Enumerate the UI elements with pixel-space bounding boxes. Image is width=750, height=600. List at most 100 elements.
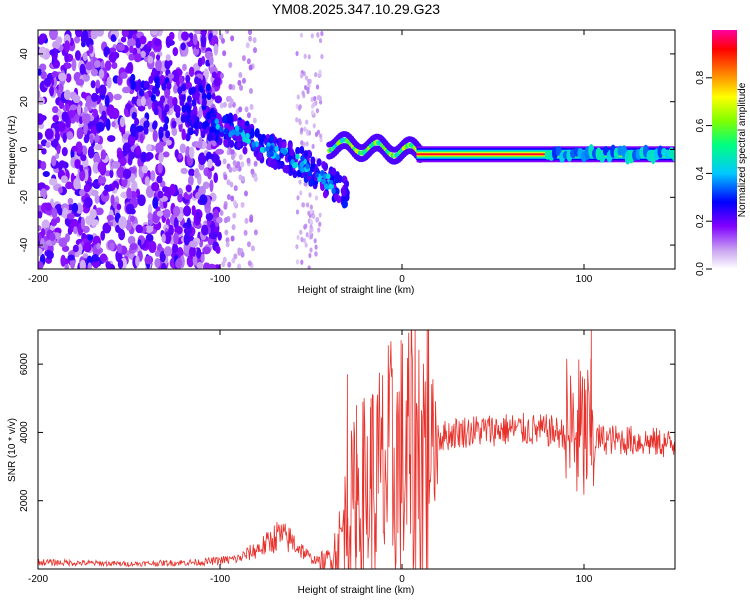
spectrogram-cell bbox=[197, 121, 203, 130]
spectrogram-cell bbox=[180, 167, 188, 175]
spectrogram-xtick-label: 100 bbox=[576, 274, 593, 285]
spectrogram-cell bbox=[314, 195, 319, 201]
spectrogram-cell bbox=[85, 215, 94, 226]
spectrogram-cell bbox=[321, 178, 326, 185]
spectrogram-cell bbox=[295, 146, 301, 155]
spectrogram-cell bbox=[672, 153, 675, 162]
spectrogram-cell bbox=[90, 189, 99, 197]
spectrogram-cell bbox=[90, 68, 99, 77]
spectrogram-cell bbox=[293, 161, 299, 168]
spectrogram-cell bbox=[192, 33, 198, 46]
spectrogram-cell bbox=[205, 212, 214, 221]
spectrogram-cell bbox=[299, 161, 305, 168]
spectrogram-cell bbox=[122, 168, 132, 180]
spectrogram-cell bbox=[158, 152, 164, 163]
spectrogram-cell bbox=[116, 43, 125, 52]
spectrogram-cell bbox=[241, 77, 246, 84]
spectrogram-cell bbox=[315, 108, 320, 114]
spectrogram-cell bbox=[241, 55, 246, 62]
spectrogram-cell bbox=[172, 46, 179, 57]
spectrogram-cell bbox=[180, 42, 186, 51]
spectrogram-cell bbox=[135, 224, 143, 234]
spectrogram-cell bbox=[308, 252, 312, 259]
spectrogram-cell bbox=[214, 95, 223, 104]
spectrogram-cell bbox=[223, 174, 228, 181]
spectrogram-cell bbox=[219, 209, 224, 216]
spectrogram-cell bbox=[231, 257, 236, 264]
spectrogram-cell bbox=[172, 84, 178, 94]
spectrogram-cell bbox=[254, 128, 260, 137]
spectrogram-cell bbox=[250, 245, 255, 252]
spectrogram-cell bbox=[231, 224, 236, 231]
spectrogram-cell bbox=[61, 146, 68, 157]
spectrogram-xtick-label: 0 bbox=[399, 274, 405, 285]
spectrogram-cell bbox=[129, 45, 134, 54]
spectrogram-cell bbox=[135, 255, 140, 267]
spectrogram-cell bbox=[243, 229, 248, 236]
spectrogram-cell bbox=[315, 84, 320, 90]
spectrogram-cell bbox=[192, 254, 198, 266]
spectrogram-cell bbox=[98, 84, 107, 96]
spectrogram-cell bbox=[50, 138, 59, 148]
spectrogram-cell bbox=[38, 68, 42, 76]
spectrogram-cell bbox=[213, 77, 221, 87]
spectrogram-cell bbox=[182, 63, 187, 72]
spectrogram-cell bbox=[48, 178, 58, 186]
spectrogram-cell bbox=[188, 168, 195, 177]
spectrogram-cell bbox=[109, 242, 115, 252]
spectrogram-cell bbox=[129, 208, 136, 215]
spectrogram-cell bbox=[287, 141, 293, 150]
spectrogram-cell bbox=[127, 235, 136, 245]
spectrogram-cell bbox=[296, 195, 300, 201]
spectrogram-cell bbox=[226, 194, 231, 201]
spectrogram-cell bbox=[233, 253, 238, 260]
spectrogram-cell bbox=[298, 120, 302, 126]
spectrogram-cell bbox=[185, 133, 191, 142]
spectrogram-cell bbox=[193, 168, 200, 179]
spectrogram-cell bbox=[322, 190, 328, 199]
spectrogram-ytick-label: 40 bbox=[19, 48, 30, 60]
spectrogram-cell bbox=[71, 145, 78, 152]
spectrogram-cell bbox=[152, 196, 159, 209]
spectrogram-cell bbox=[320, 53, 324, 60]
spectrogram-cell bbox=[57, 207, 63, 216]
spectrogram-cell bbox=[201, 98, 207, 107]
spectrogram-cell bbox=[186, 217, 192, 230]
spectrogram-cell bbox=[224, 217, 229, 224]
spectrogram-cell bbox=[79, 168, 86, 182]
spectrogram-cell bbox=[212, 154, 220, 163]
spectrogram-cell bbox=[250, 168, 255, 175]
spectrogram-cell bbox=[51, 70, 59, 78]
spectrogram-cell bbox=[314, 72, 318, 78]
spectrogram-cell bbox=[38, 261, 44, 269]
spectrogram-cell bbox=[316, 95, 320, 101]
spectrogram-cell bbox=[165, 139, 172, 146]
spectrogram-cell bbox=[300, 73, 304, 79]
spectrogram-cell bbox=[165, 130, 171, 139]
spectrogram-cell bbox=[207, 168, 212, 180]
spectrogram-cell bbox=[87, 146, 95, 159]
spectrogram-cell bbox=[198, 84, 204, 93]
spectrogram-cell bbox=[38, 132, 43, 140]
spectrogram-cell bbox=[80, 216, 85, 230]
spectrogram-cell bbox=[64, 40, 70, 54]
spectrogram-cell bbox=[91, 92, 99, 103]
spectrogram-cell bbox=[95, 121, 105, 132]
spectrogram-cell bbox=[299, 190, 303, 196]
spectrogram-cell bbox=[146, 143, 152, 152]
spectrogram-cell bbox=[58, 187, 63, 194]
spectrogram-cell bbox=[64, 62, 72, 69]
spectrogram-cell bbox=[307, 78, 311, 84]
spectrogram-cell bbox=[205, 83, 211, 92]
spectrogram-cell bbox=[200, 30, 207, 37]
spectrogram-cell bbox=[300, 140, 304, 146]
snr-xlabel: Height of straight line (km) bbox=[298, 585, 415, 596]
spectrogram-cell bbox=[200, 34, 207, 48]
spectrogram-cell bbox=[38, 96, 46, 106]
spectrogram-cell bbox=[238, 106, 243, 113]
spectrogram-cell bbox=[269, 150, 274, 157]
colorbar: 0.0 0.2 0.4 0.6 0.8 Normalized spectral ampl… bbox=[695, 30, 748, 276]
spectrogram-cell bbox=[42, 171, 50, 178]
spectrogram-cell bbox=[45, 141, 51, 148]
spectrogram-cell bbox=[219, 72, 224, 79]
